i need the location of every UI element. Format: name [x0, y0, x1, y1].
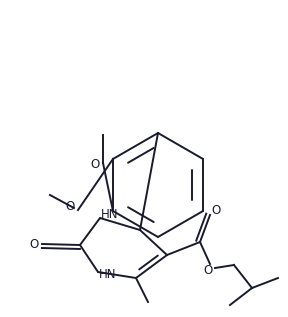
Text: O: O — [90, 158, 100, 171]
Text: O: O — [29, 237, 39, 250]
Text: HN: HN — [99, 268, 117, 281]
Text: O: O — [65, 200, 75, 214]
Text: O: O — [211, 204, 221, 217]
Text: HN: HN — [101, 209, 119, 222]
Text: O: O — [203, 263, 213, 276]
